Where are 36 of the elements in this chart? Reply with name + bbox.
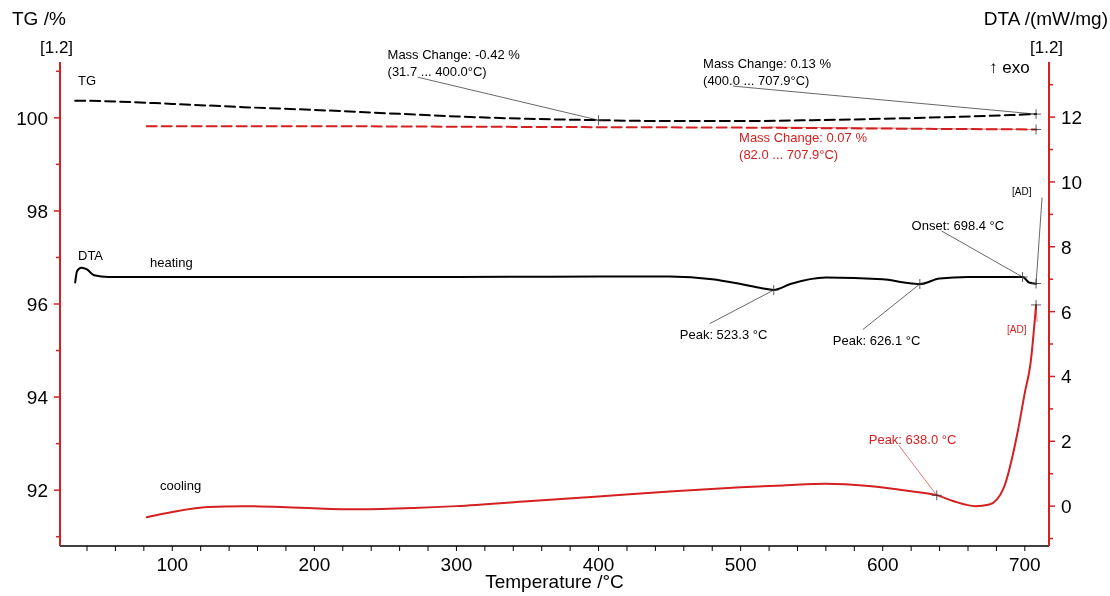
y-tick-label: 92 (26, 480, 48, 502)
text: [1.2] (40, 37, 74, 57)
annotation: Peak: 523.3 °C (679, 326, 768, 342)
annotation: Peak: 638.0 °C (868, 431, 957, 447)
annotation: [AD] (1007, 324, 1027, 336)
annotation: TG (78, 72, 97, 88)
y2-axis-title: DTA /(mW/mg) (983, 8, 1108, 29)
y2-tick-label: 2 (1061, 431, 1072, 453)
x-tick-label: 600 (866, 554, 899, 575)
y-tick-label: 94 (26, 387, 49, 409)
annotation: cooling (160, 477, 202, 493)
x-tick-label: 200 (298, 554, 331, 575)
text: [1.2] (1030, 37, 1064, 57)
y2-tick-label: 6 (1061, 301, 1072, 323)
y-axis-title: TG /% (12, 8, 66, 29)
y2-tick-label: 12 (1061, 107, 1083, 129)
annotation: Mass Change: -0.42 % (31.7 ... 400.0°C) (387, 46, 521, 79)
y-tick-label: 98 (26, 200, 48, 222)
x-tick-label: 500 (724, 554, 757, 575)
x-tick-label: 300 (440, 554, 473, 575)
y2-tick-label: 0 (1061, 496, 1072, 518)
annotation: [AD] (1012, 186, 1032, 198)
annotation: Peak: 626.1 °C (832, 332, 921, 348)
annotation: ↑ exo (989, 57, 1030, 77)
annotation: heating (150, 254, 193, 270)
y2-tick-label: 8 (1061, 236, 1072, 258)
y2-tick-label: 4 (1061, 366, 1072, 388)
annotation: DTA (78, 247, 104, 263)
y-tick-label: 100 (16, 107, 48, 129)
x-tick-label: 700 (1008, 554, 1041, 575)
x-tick-label: 100 (156, 554, 189, 575)
annotation: Mass Change: 0.13 % (400.0 ... 707.9°C) (703, 55, 832, 88)
annotation: Mass Change: 0.07 % (82.0 ... 707.9°C) (739, 130, 868, 163)
y2-tick-label: 10 (1061, 171, 1083, 193)
annotation: Onset: 698.4 °C (911, 217, 1005, 233)
y-tick-label: 96 (26, 294, 48, 315)
